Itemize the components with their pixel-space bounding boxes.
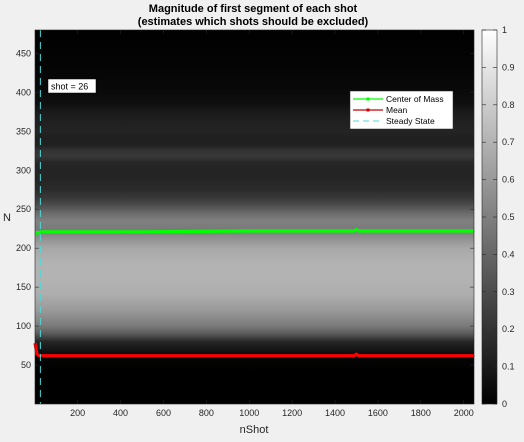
x-tick-label-600: 600 bbox=[156, 408, 171, 418]
legend-label-center-of-mass: Center of Mass bbox=[386, 94, 444, 104]
colorbar-tick-label-0.3: 0.3 bbox=[502, 287, 515, 297]
annotation-box: shot = 26 bbox=[47, 78, 97, 94]
point-center-of-mass-9 bbox=[355, 228, 358, 231]
point-center-of-mass-10 bbox=[358, 230, 360, 232]
x-tick-label-1000: 1000 bbox=[239, 408, 259, 418]
point-mean-9 bbox=[355, 353, 358, 355]
colorbar-tick-label-0.1: 0.1 bbox=[502, 362, 515, 372]
point-mean-5 bbox=[55, 355, 57, 357]
x-axis-label: nShot bbox=[240, 424, 269, 436]
y-tick-label-100: 100 bbox=[16, 321, 31, 331]
x-tick-label-1600: 1600 bbox=[368, 408, 388, 418]
colorbar-tick-label-0.5: 0.5 bbox=[502, 212, 515, 222]
point-mean-7 bbox=[248, 355, 250, 357]
colorbar-tick-label-0.9: 0.9 bbox=[502, 62, 515, 72]
colorbar-tick-label-0: 0 bbox=[502, 399, 507, 409]
point-center-of-mass-4 bbox=[40, 231, 42, 233]
point-mean-2 bbox=[36, 353, 38, 355]
colorbar-tick-label-0.8: 0.8 bbox=[502, 100, 515, 110]
point-center-of-mass-5 bbox=[55, 231, 57, 233]
y-axis-label: N bbox=[3, 212, 11, 224]
y-tick-label-350: 350 bbox=[16, 126, 31, 136]
legend-label-mean: Mean bbox=[386, 105, 408, 115]
colorbar-tick-label-1: 1 bbox=[502, 25, 507, 35]
point-mean-3 bbox=[38, 355, 40, 357]
x-tick-label-1800: 1800 bbox=[411, 408, 431, 418]
x-tick-label-1200: 1200 bbox=[282, 408, 302, 418]
x-tick-label-2000: 2000 bbox=[454, 408, 474, 418]
colorbar: 0 0.1 0.2 0.3 0.4 0.5 0.6 0.7 0.8 0.9 1 bbox=[481, 25, 515, 409]
x-tick-label-1400: 1400 bbox=[325, 408, 345, 418]
legend-marker-center-of-mass bbox=[366, 97, 370, 101]
point-center-of-mass-3 bbox=[38, 231, 40, 234]
colorbar-tick-label-0.4: 0.4 bbox=[502, 249, 515, 259]
point-center-of-mass-8 bbox=[353, 230, 355, 232]
y-tick-label-200: 200 bbox=[16, 243, 31, 253]
x-ticks: 200 400 600 800 1000 1200 1400 1600 1800 2000 bbox=[70, 30, 474, 418]
legend: Center of Mass Mean Steady State bbox=[349, 90, 454, 130]
y-tick-label-450: 450 bbox=[16, 48, 31, 58]
y-tick-label-300: 300 bbox=[16, 165, 31, 175]
colorbar-tick-label-0.6: 0.6 bbox=[502, 175, 515, 185]
point-mean-4 bbox=[40, 355, 42, 357]
point-center-of-mass-1 bbox=[35, 232, 37, 234]
x-tick-label-400: 400 bbox=[113, 408, 128, 418]
point-center-of-mass-6 bbox=[141, 231, 143, 233]
point-mean-10 bbox=[358, 355, 360, 357]
y-tick-label-400: 400 bbox=[16, 87, 31, 97]
chart-title: Magnitude of first segment of each shot bbox=[149, 3, 358, 15]
colorbar-tick-label-0.7: 0.7 bbox=[502, 137, 515, 147]
chart-subtitle: (estimates which shots should be exclude… bbox=[138, 16, 369, 28]
point-mean-6 bbox=[141, 355, 143, 357]
y-ticks: 50 100 150 200 250 300 350 400 450 bbox=[16, 48, 474, 370]
plot-frame bbox=[34, 29, 475, 405]
point-center-of-mass-7 bbox=[248, 230, 250, 232]
y-tick-label-250: 250 bbox=[16, 204, 31, 214]
y-tick-label-50: 50 bbox=[21, 360, 31, 370]
legend-marker-mean bbox=[366, 108, 370, 112]
point-mean-8 bbox=[353, 355, 355, 357]
legend-label-steady-state: Steady State bbox=[386, 116, 435, 126]
point-mean-1 bbox=[35, 347, 37, 349]
y-tick-label-150: 150 bbox=[16, 282, 31, 292]
annotation-text: shot = 26 bbox=[51, 82, 88, 92]
x-tick-label-200: 200 bbox=[70, 408, 85, 418]
colorbar-tick-label-0.2: 0.2 bbox=[502, 324, 515, 334]
point-center-of-mass-2 bbox=[36, 231, 38, 234]
heatmap-image bbox=[35, 30, 474, 404]
x-tick-label-800: 800 bbox=[199, 408, 214, 418]
colorbar-ticks: 0 0.1 0.2 0.3 0.4 0.5 0.6 0.7 0.8 0.9 1 bbox=[482, 25, 515, 409]
